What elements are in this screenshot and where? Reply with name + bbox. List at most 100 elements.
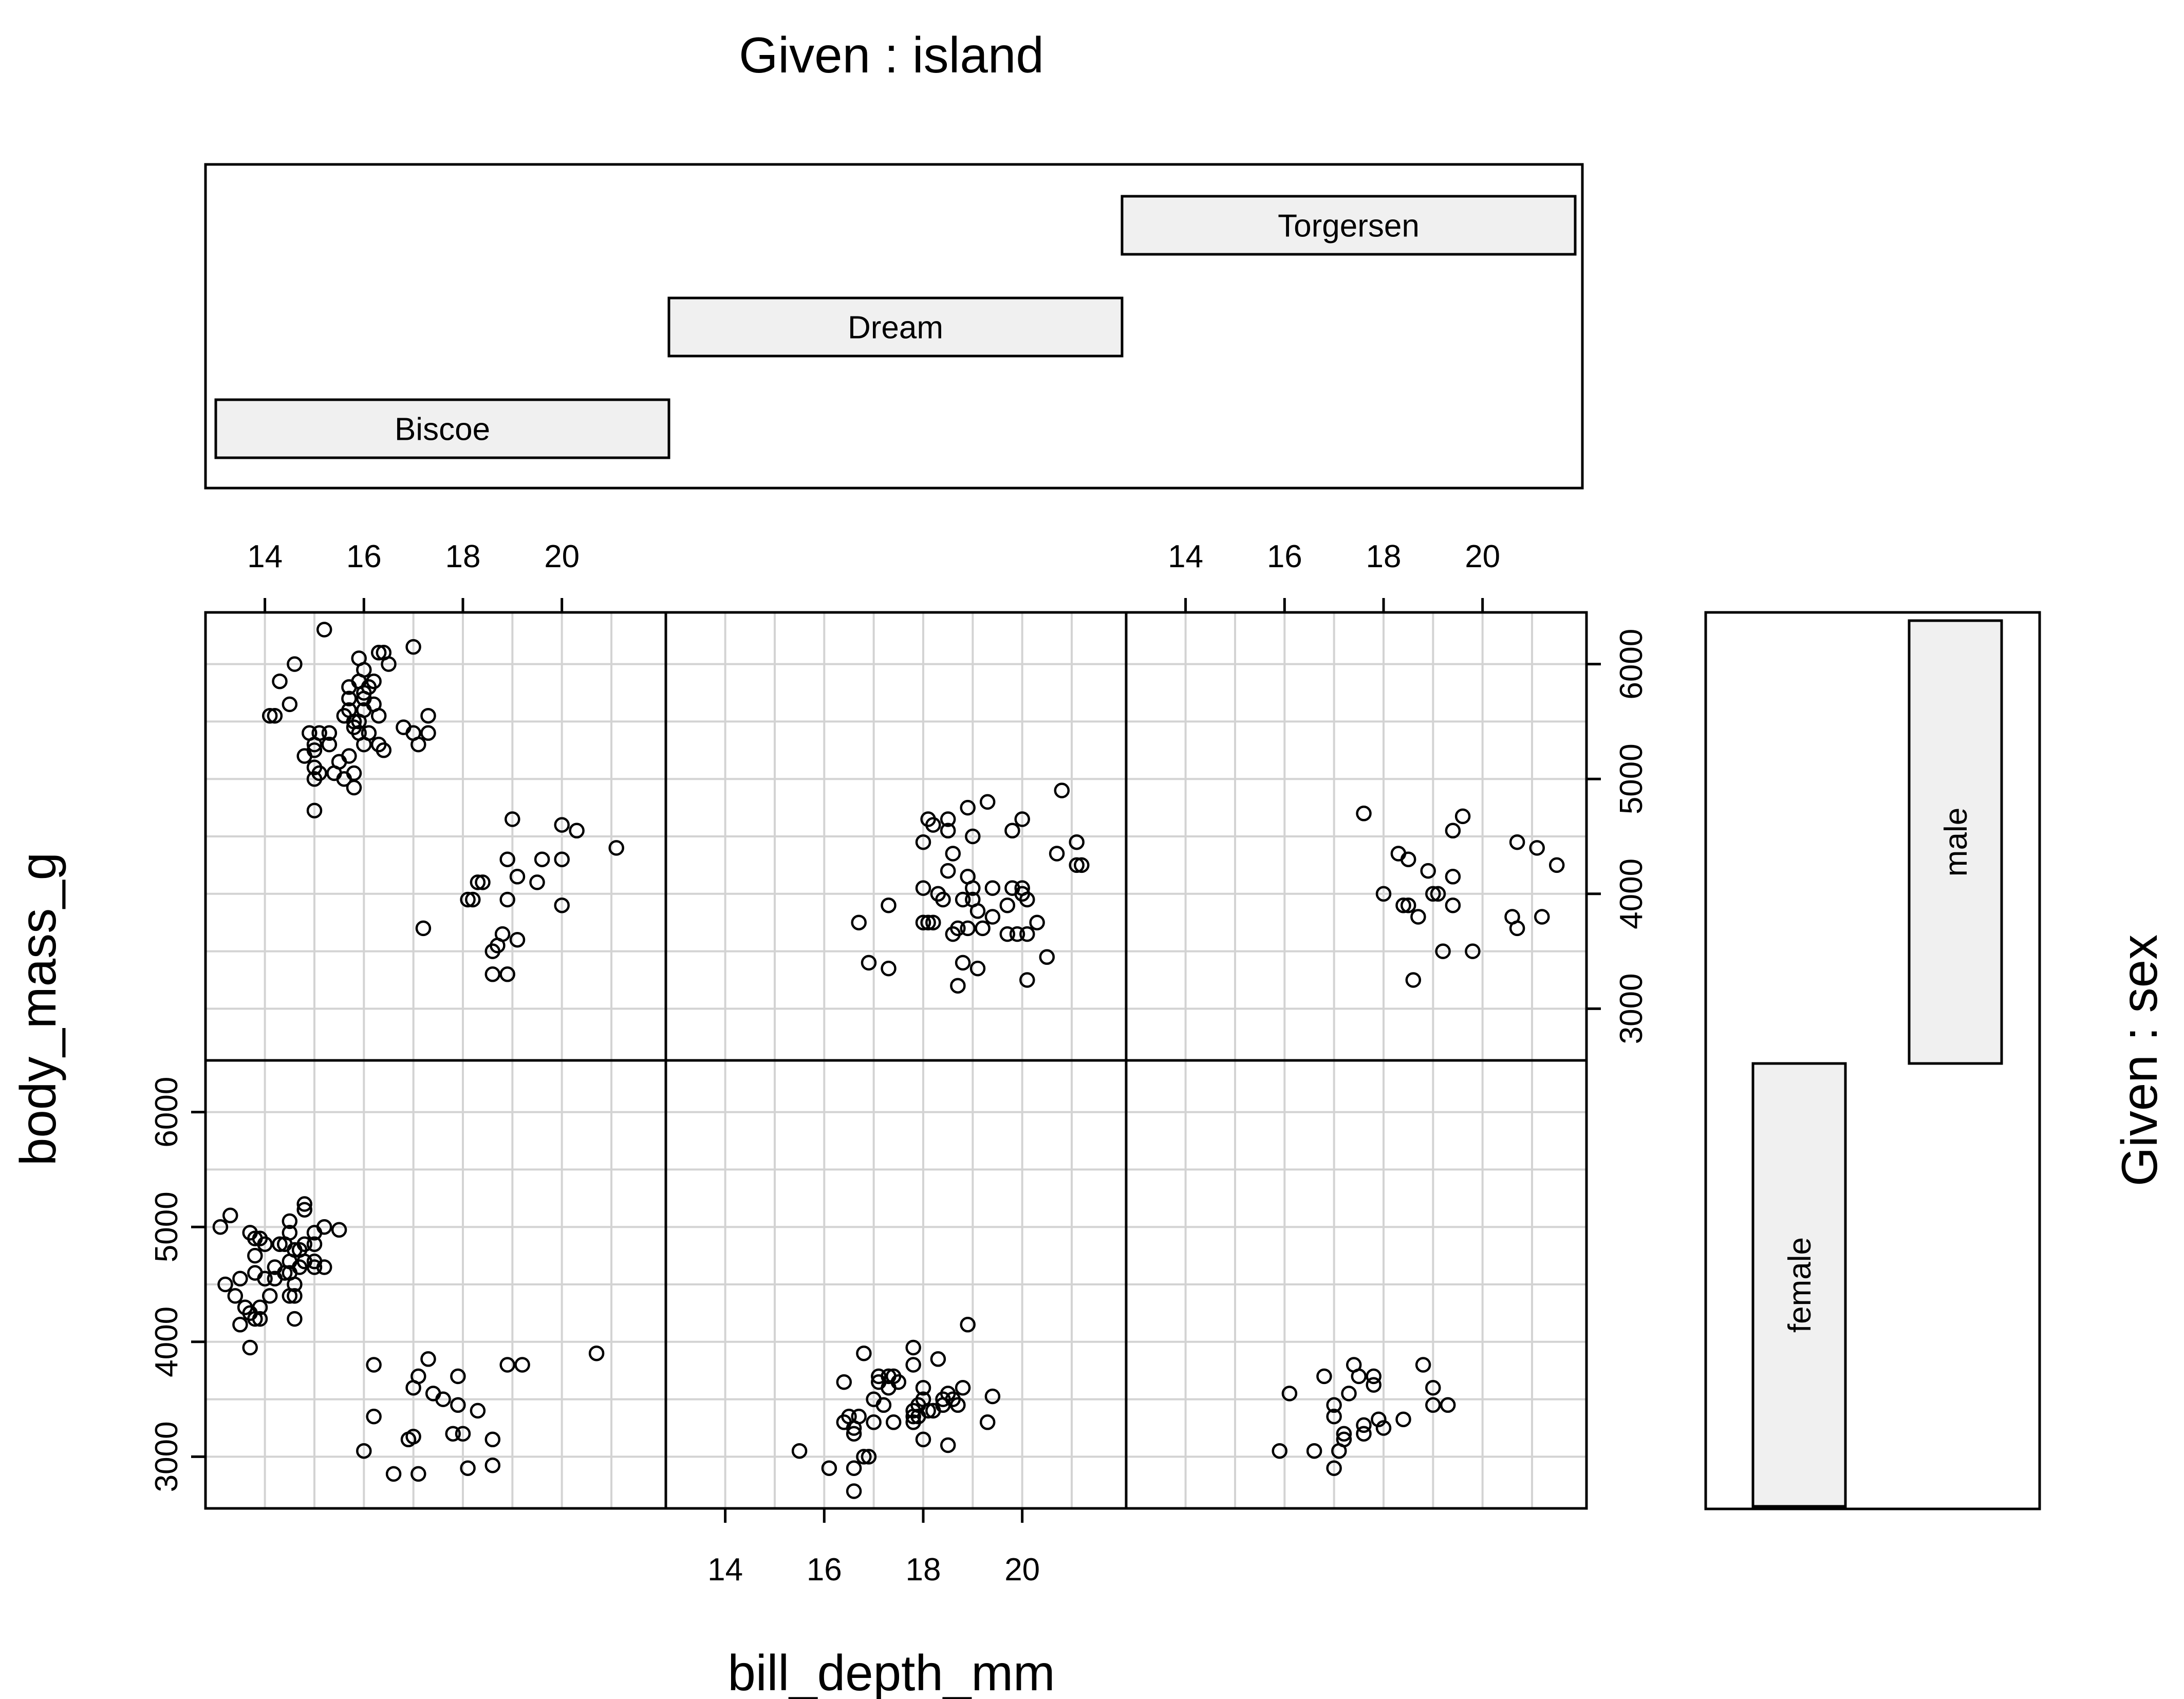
data-point xyxy=(1366,1377,1382,1393)
x-tick-label: 20 xyxy=(1004,1552,1040,1588)
data-point xyxy=(1465,943,1481,959)
data-point xyxy=(410,736,426,753)
data-point xyxy=(1435,943,1451,959)
x-axis-bottom: 14 16 18 20 xyxy=(707,1508,1040,1588)
data-point xyxy=(1326,1460,1342,1476)
data-point xyxy=(415,920,432,937)
data-point xyxy=(871,1368,887,1385)
data-point xyxy=(287,1288,303,1304)
island-strip-biscoe: Biscoe xyxy=(214,398,670,459)
points-group xyxy=(262,622,624,982)
x-axis-top: 14 16 18 20 xyxy=(1168,539,1500,612)
data-point xyxy=(1425,1379,1441,1396)
data-point xyxy=(242,1339,258,1356)
data-point xyxy=(950,1397,966,1413)
data-point xyxy=(475,874,491,890)
data-point xyxy=(1425,1397,1441,1413)
island-strip-bar xyxy=(214,398,670,459)
data-point xyxy=(296,1202,312,1218)
data-point xyxy=(915,880,931,896)
data-point xyxy=(554,897,570,913)
data-point xyxy=(455,1426,471,1442)
data-point xyxy=(1529,840,1545,856)
x-tick-label: 14 xyxy=(707,1552,743,1588)
data-point xyxy=(915,1379,931,1396)
data-point xyxy=(470,874,486,890)
data-point xyxy=(376,742,392,758)
sex-strip-female: female xyxy=(1751,1062,1847,1508)
data-point xyxy=(554,851,570,867)
data-point xyxy=(1509,834,1525,850)
y-tick-label: 3000 xyxy=(149,1421,184,1492)
points-group xyxy=(1272,1357,1456,1476)
data-point xyxy=(370,645,387,661)
data-point xyxy=(445,1426,461,1442)
data-point xyxy=(1069,834,1085,850)
island-strip-bar xyxy=(1121,195,1577,256)
data-point xyxy=(509,869,526,885)
data-point xyxy=(1405,972,1422,988)
island-strip-dream: Dream xyxy=(667,296,1124,358)
data-point xyxy=(1356,1417,1372,1433)
data-point xyxy=(460,1460,476,1476)
data-point xyxy=(1420,863,1436,879)
data-point xyxy=(366,1408,382,1425)
data-point xyxy=(410,1466,426,1482)
data-point xyxy=(950,978,966,994)
x-tick-label: 18 xyxy=(445,539,481,574)
data-point xyxy=(930,1351,946,1367)
data-point xyxy=(287,656,303,672)
data-point xyxy=(252,1299,268,1315)
data-point xyxy=(306,1259,323,1275)
data-point xyxy=(450,1368,466,1385)
data-point xyxy=(296,1196,312,1212)
data-point xyxy=(950,920,966,937)
data-point xyxy=(381,656,397,672)
data-point xyxy=(272,673,288,689)
data-point xyxy=(940,1437,956,1453)
data-point xyxy=(945,846,961,862)
y-tick-label: 5000 xyxy=(1614,743,1649,814)
data-point xyxy=(296,1236,312,1252)
data-point xyxy=(965,828,981,845)
data-point xyxy=(955,891,971,908)
data-point xyxy=(1326,1397,1342,1413)
data-point xyxy=(851,914,867,930)
y-axis-left: 3000 4000 5000 6000 xyxy=(149,1077,206,1492)
data-point xyxy=(232,1271,248,1287)
y-tick-label: 5000 xyxy=(149,1191,184,1262)
data-point xyxy=(975,920,991,937)
data-point xyxy=(356,1443,372,1459)
data-point xyxy=(420,707,436,724)
island-strip-label: Biscoe xyxy=(395,412,490,447)
data-point xyxy=(1356,806,1372,822)
y-tick-label: 3000 xyxy=(1614,973,1649,1044)
data-point xyxy=(905,1339,921,1356)
data-point xyxy=(370,707,387,724)
data-point xyxy=(385,1466,402,1482)
island-strips: Biscoe Dream Torgersen xyxy=(214,195,1577,459)
data-point xyxy=(969,903,986,919)
data-point xyxy=(856,1345,872,1361)
data-point xyxy=(460,891,476,908)
data-point xyxy=(232,1317,248,1333)
x-tick-label: 18 xyxy=(906,1552,941,1588)
data-point xyxy=(287,1276,303,1293)
data-point xyxy=(885,1414,902,1430)
data-point xyxy=(1534,909,1550,925)
data-point xyxy=(405,1429,421,1445)
data-point xyxy=(282,1225,298,1241)
x-tick-label: 16 xyxy=(1267,539,1302,574)
data-point xyxy=(866,1414,882,1430)
data-point xyxy=(262,707,278,724)
data-point xyxy=(494,926,511,942)
data-point xyxy=(1509,920,1525,937)
data-point xyxy=(940,863,956,879)
panel-grid xyxy=(206,612,666,1060)
data-point xyxy=(979,1414,996,1430)
data-point xyxy=(509,931,526,948)
data-point xyxy=(1548,857,1565,873)
data-point xyxy=(999,897,1016,913)
data-point xyxy=(846,1483,862,1499)
